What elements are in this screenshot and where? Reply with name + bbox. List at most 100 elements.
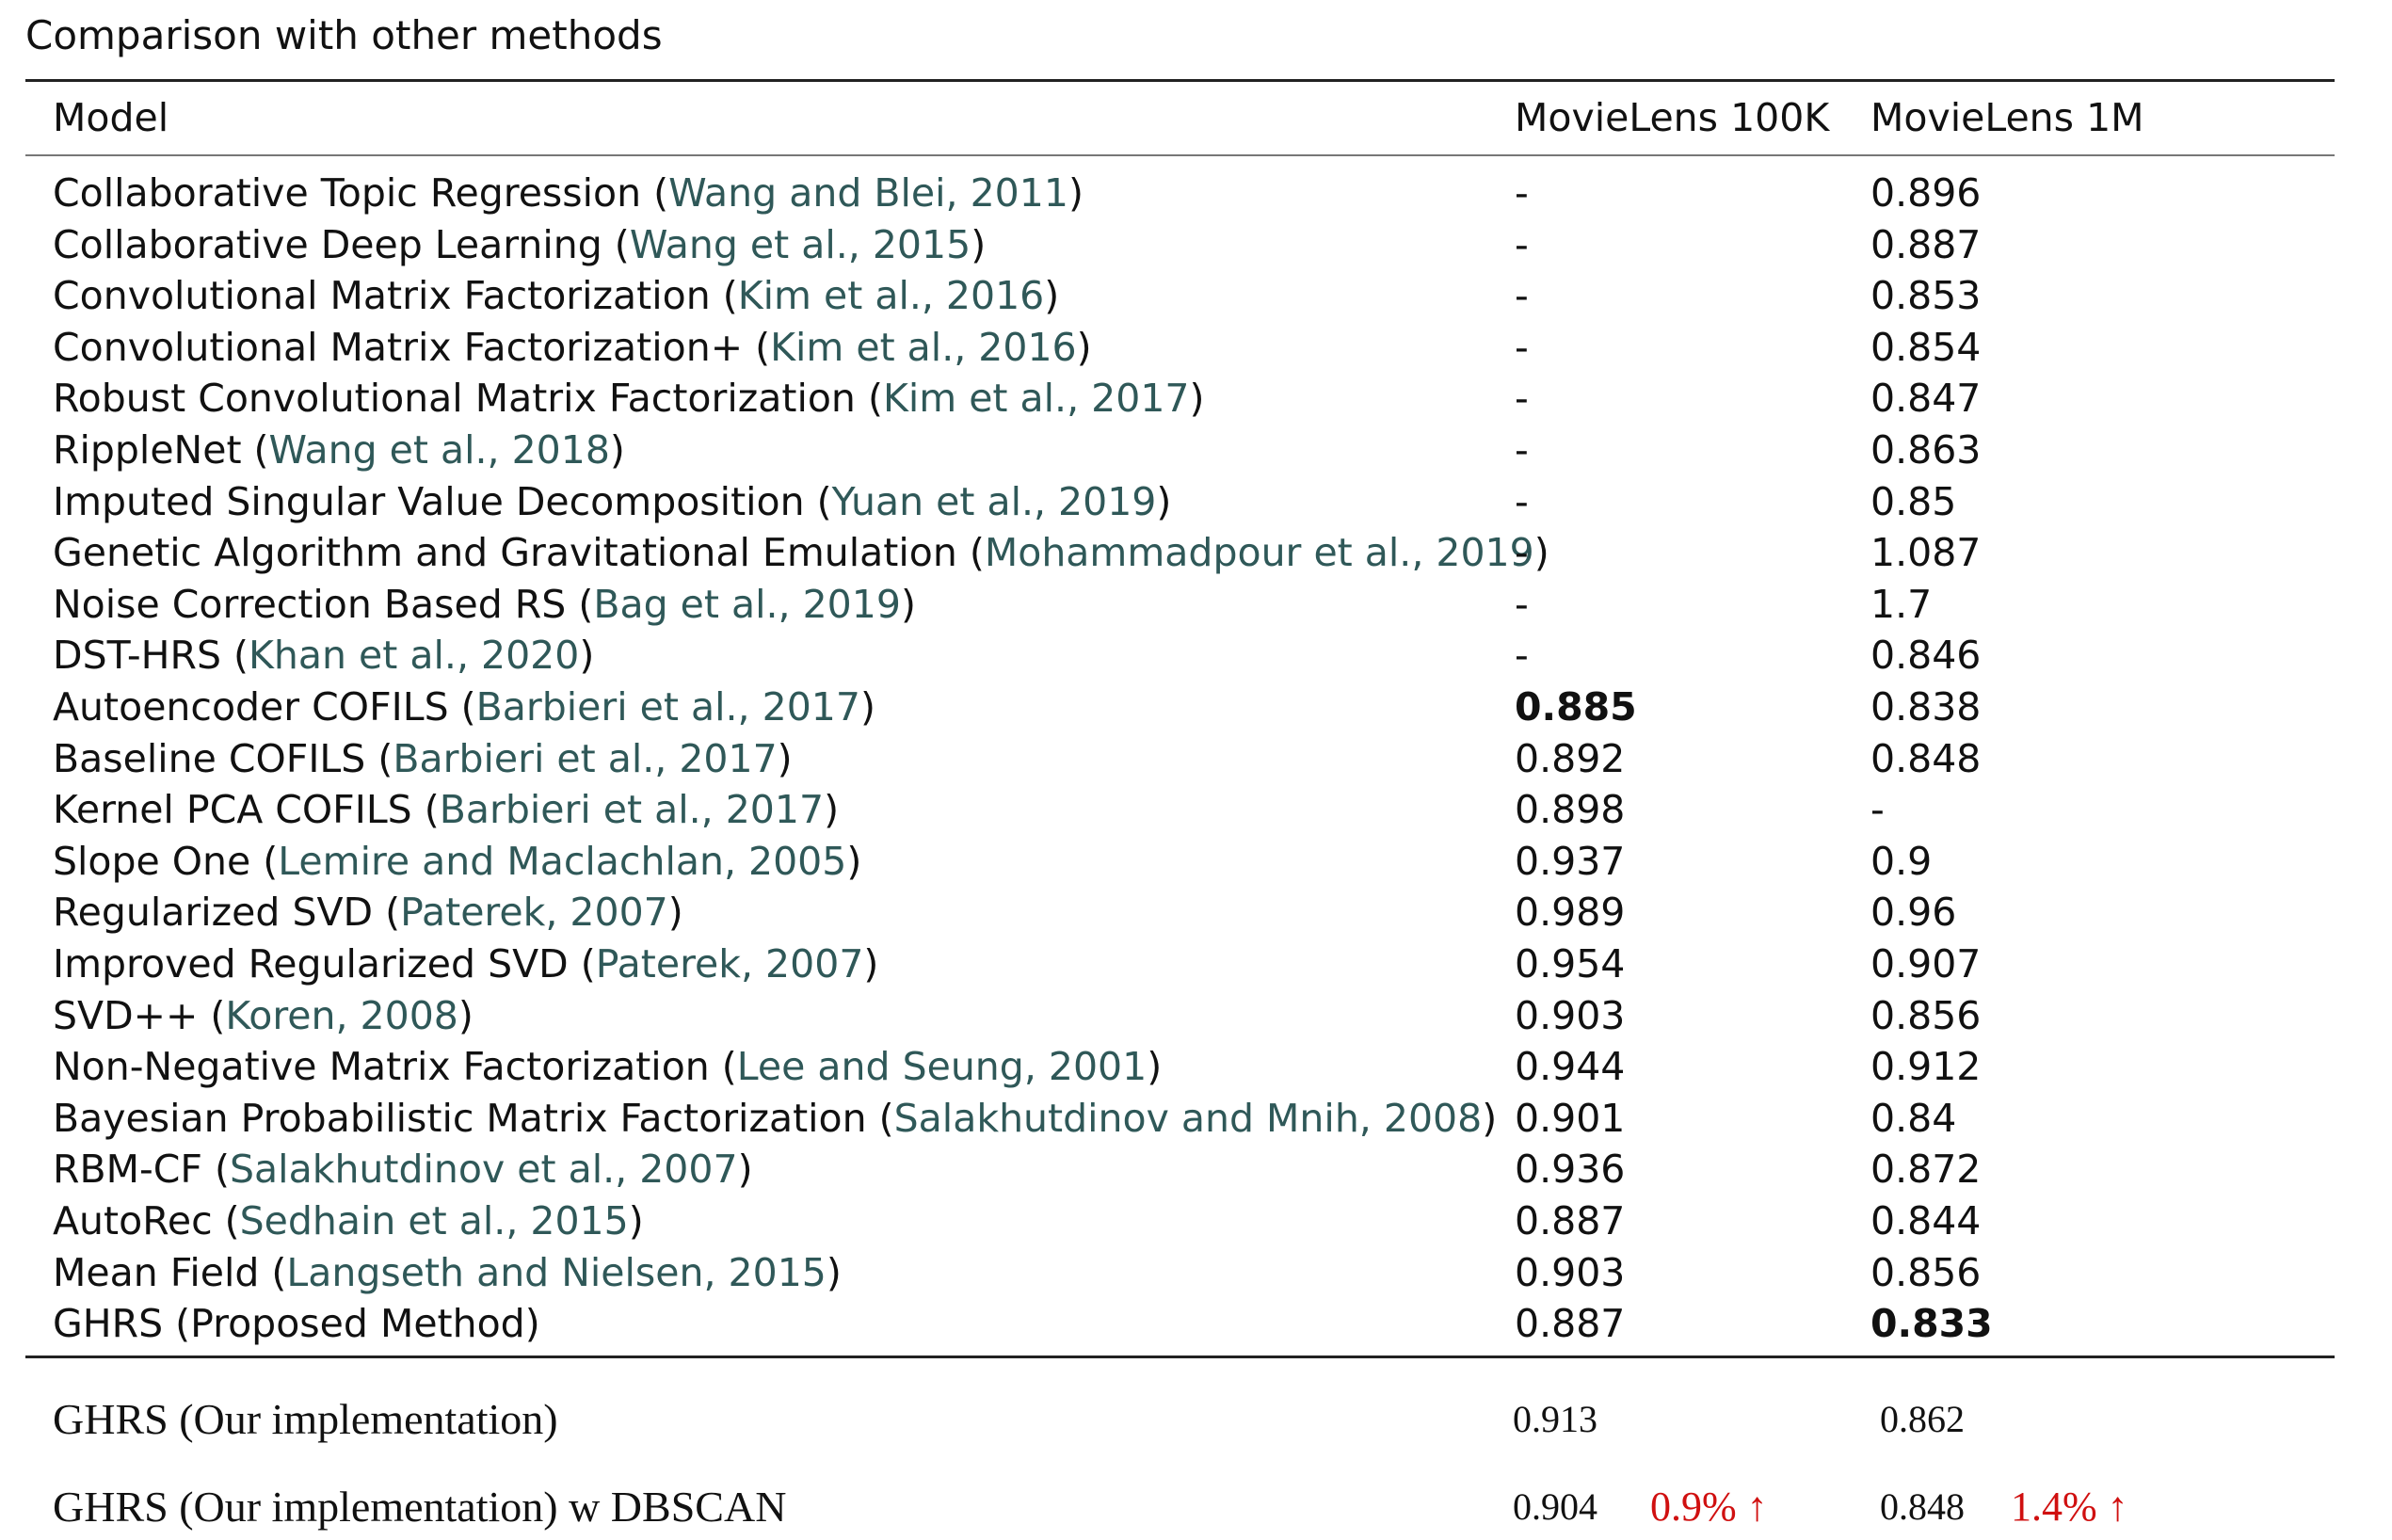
citation-link[interactable]: Paterek, 2007: [400, 890, 668, 935]
ours-ml100k: 0.913: [1513, 1398, 1597, 1440]
model-label-close: ): [971, 222, 987, 267]
model-name: Genetic Algorithm and Gravitational Emul…: [53, 527, 1549, 579]
value-ml100k: -: [1515, 582, 1529, 627]
citation-link[interactable]: Wang and Blei, 2011: [668, 170, 1068, 216]
citation-link[interactable]: Salakhutdinov and Mnih, 2008: [893, 1096, 1483, 1141]
value-ml100k: 0.898: [1515, 787, 1626, 832]
value-ml1m: 0.844: [1870, 1198, 1982, 1243]
model-name: Convolutional Matrix Factorization (Kim …: [53, 270, 1059, 322]
value-ml100k: -: [1515, 530, 1529, 575]
value-ml100k: 0.887: [1515, 1198, 1626, 1243]
model-label: RippleNet (: [53, 427, 269, 473]
value-ml1m: 1.7: [1870, 582, 1933, 627]
model-name: Convolutional Matrix Factorization+ (Kim…: [53, 322, 1092, 374]
value-ml1m: 0.872: [1870, 1147, 1982, 1192]
table-row: Convolutional Matrix Factorization+ (Kim…: [0, 322, 2392, 374]
model-label-close: ): [777, 736, 793, 781]
model-label-close: ): [1156, 479, 1172, 524]
citation-link[interactable]: Sedhain et al., 2015: [239, 1198, 629, 1243]
citation-link[interactable]: Khan et al., 2020: [249, 633, 580, 678]
citation-link[interactable]: Wang et al., 2018: [268, 427, 610, 473]
citation-link[interactable]: Koren, 2008: [225, 993, 458, 1038]
value-ml1m: 0.856: [1870, 993, 1982, 1038]
value-ml1m: 0.896: [1870, 170, 1982, 216]
model-label-close: ): [458, 993, 474, 1038]
citation-link[interactable]: Barbieri et al., 2017: [393, 736, 778, 781]
model-label-close: ): [826, 1250, 842, 1295]
header-ml1m: MovieLens 1M: [1870, 95, 2144, 140]
model-label: RBM-CF (: [53, 1147, 231, 1192]
value-ml1m: 0.833: [1870, 1301, 1993, 1346]
model-label-close: ): [1068, 170, 1084, 216]
citation-link[interactable]: Yuan et al., 2019: [831, 479, 1157, 524]
value-ml1m: 0.912: [1870, 1044, 1982, 1089]
table-row: RippleNet (Wang et al., 2018) - 0.863: [0, 425, 2392, 476]
value-ml100k: -: [1515, 325, 1529, 370]
table-row: Regularized SVD (Paterek, 2007) 0.989 0.96: [0, 887, 2392, 938]
value-ml100k: 0.954: [1515, 941, 1626, 987]
model-label: Robust Convolutional Matrix Factorizatio…: [53, 376, 883, 421]
model-label-close: ): [579, 633, 595, 678]
model-label: Improved Regularized SVD (: [53, 941, 596, 987]
value-ml1m: 0.887: [1870, 222, 1982, 267]
citation-link[interactable]: Barbieri et al., 2017: [439, 787, 825, 832]
value-ml1m: 0.84: [1870, 1096, 1957, 1141]
table-row: SVD++ (Koren, 2008) 0.903 0.856: [0, 990, 2392, 1042]
model-label: SVD++ (: [53, 993, 226, 1038]
table-bottom-rule: [25, 1356, 2335, 1358]
model-label-close: ): [1189, 376, 1205, 421]
value-ml100k: -: [1515, 273, 1529, 318]
table-row: Convolutional Matrix Factorization (Kim …: [0, 270, 2392, 322]
table-row: Improved Regularized SVD (Paterek, 2007)…: [0, 938, 2392, 990]
model-name: Robust Convolutional Matrix Factorizatio…: [53, 373, 1205, 425]
model-name: Baseline COFILS (Barbieri et al., 2017): [53, 733, 793, 785]
citation-link[interactable]: Barbieri et al., 2017: [475, 684, 860, 730]
model-label-close: ): [609, 427, 625, 473]
model-label: Genetic Algorithm and Gravitational Emul…: [53, 530, 985, 575]
model-label-close: ): [859, 684, 875, 730]
model-label: Convolutional Matrix Factorization+ (: [53, 325, 771, 370]
value-ml1m: 0.846: [1870, 633, 1982, 678]
model-name: SVD++ (Koren, 2008): [53, 990, 474, 1042]
value-ml100k: 0.901: [1515, 1096, 1626, 1141]
citation-link[interactable]: Lee and Seung, 2001: [736, 1044, 1148, 1089]
model-name: Autoencoder COFILS (Barbieri et al., 201…: [53, 682, 875, 733]
model-label-close: ): [1076, 325, 1092, 370]
model-label-close: ): [1533, 530, 1549, 575]
table-row: Collaborative Deep Learning (Wang et al.…: [0, 219, 2392, 271]
value-ml1m: 0.848: [1870, 736, 1982, 781]
citation-link[interactable]: Langseth and Nielsen, 2015: [286, 1250, 827, 1295]
value-ml100k: 0.903: [1515, 993, 1626, 1038]
citation-link[interactable]: Kim et al., 2017: [882, 376, 1190, 421]
value-ml1m: 0.863: [1870, 427, 1982, 473]
model-name: Collaborative Deep Learning (Wang et al.…: [53, 219, 986, 271]
citation-link[interactable]: Paterek, 2007: [595, 941, 864, 987]
value-ml100k: 0.937: [1515, 839, 1626, 884]
citation-link[interactable]: Kim et al., 2016: [737, 273, 1045, 318]
model-label: Autoencoder COFILS (: [53, 684, 476, 730]
table-row: Collaborative Topic Regression (Wang and…: [0, 168, 2392, 219]
table-row: Imputed Singular Value Decomposition (Yu…: [0, 476, 2392, 528]
table-header-rule: [25, 154, 2335, 156]
citation-link[interactable]: Kim et al., 2016: [770, 325, 1077, 370]
value-ml100k: 0.936: [1515, 1147, 1626, 1192]
table-top-rule: [25, 79, 2335, 82]
value-ml1m: 1.087: [1870, 530, 1982, 575]
model-label: Noise Correction Based RS (: [53, 582, 594, 627]
value-ml1m: 0.838: [1870, 684, 1982, 730]
citation-link[interactable]: Wang et al., 2015: [629, 222, 971, 267]
model-name: GHRS (Proposed Method): [53, 1298, 540, 1350]
model-label: GHRS (Proposed Method): [53, 1301, 540, 1346]
value-ml1m: 0.96: [1870, 890, 1957, 935]
citation-link[interactable]: Bag et al., 2019: [593, 582, 901, 627]
model-label-close: ): [1044, 273, 1060, 318]
citation-link[interactable]: Mohammadpour et al., 2019: [984, 530, 1534, 575]
model-label-close: ): [900, 582, 916, 627]
citation-link[interactable]: Lemire and Maclachlan, 2005: [278, 839, 847, 884]
citation-link[interactable]: Salakhutdinov et al., 2007: [230, 1147, 738, 1192]
table-caption: Comparison with other methods: [25, 12, 663, 58]
model-name: Slope One (Lemire and Maclachlan, 2005): [53, 836, 861, 888]
model-label: Mean Field (: [53, 1250, 287, 1295]
value-ml1m: 0.85: [1870, 479, 1957, 524]
table-row: Slope One (Lemire and Maclachlan, 2005) 0…: [0, 836, 2392, 888]
